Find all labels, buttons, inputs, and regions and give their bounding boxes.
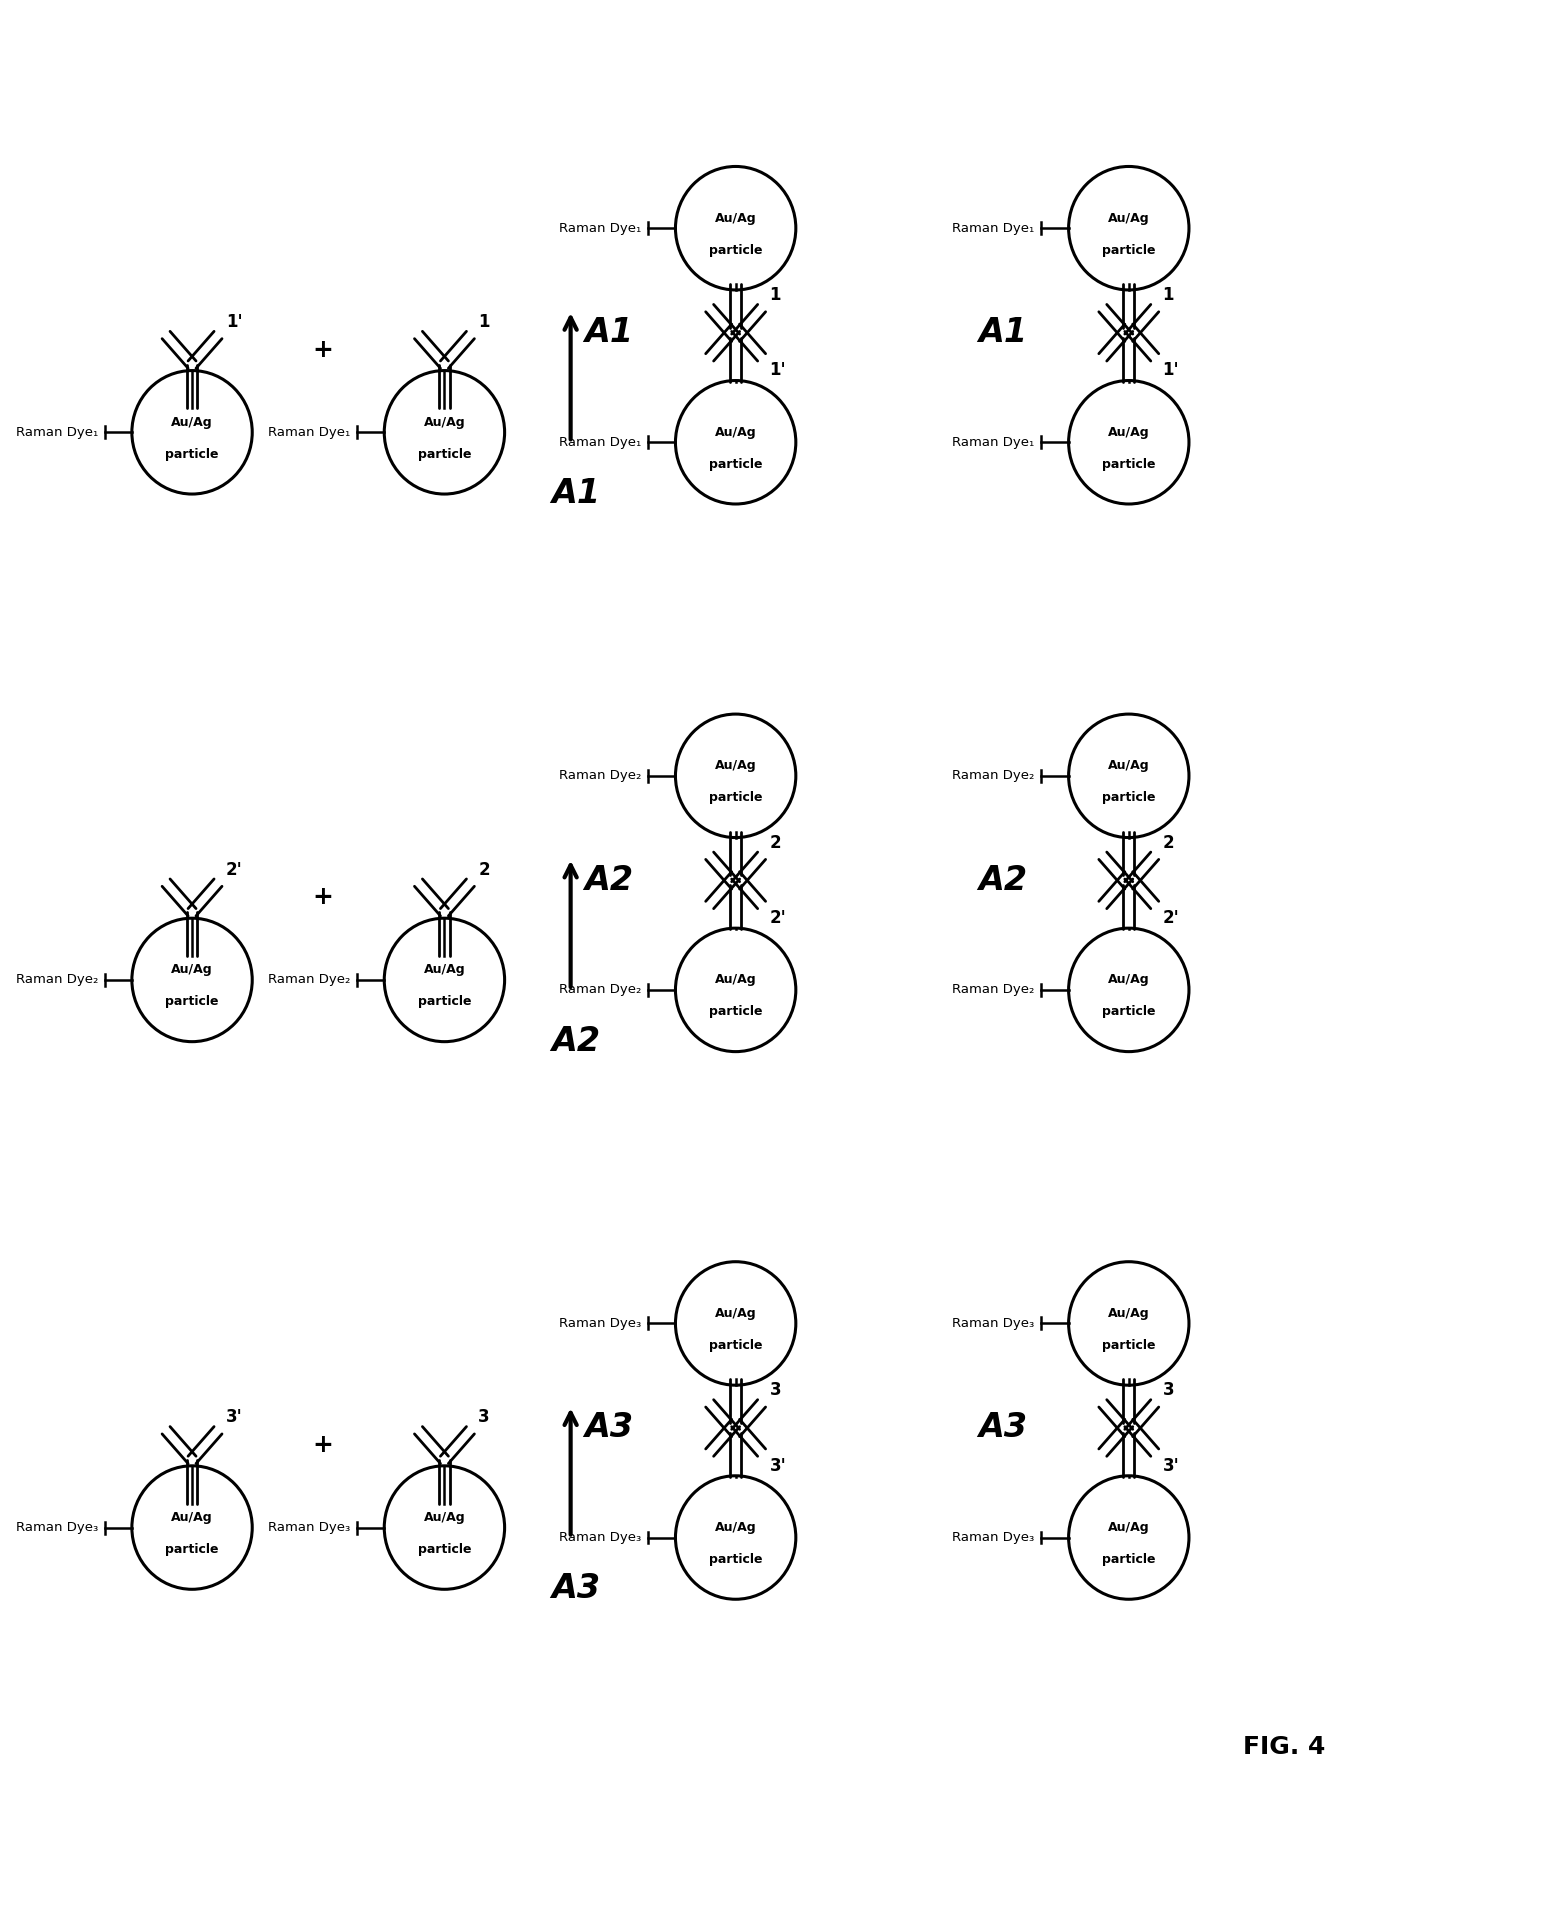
Text: particle: particle (709, 243, 762, 257)
Text: Au/Ag: Au/Ag (1107, 973, 1150, 986)
Text: Au/Ag: Au/Ag (1107, 1307, 1150, 1320)
Text: 2: 2 (770, 834, 781, 851)
Text: particle: particle (166, 1542, 219, 1556)
Text: 1: 1 (770, 286, 781, 305)
Text: particle: particle (709, 791, 762, 805)
Text: Au/Ag: Au/Ag (423, 415, 465, 428)
Text: 3: 3 (770, 1382, 781, 1399)
Text: particle: particle (166, 448, 219, 461)
Text: Raman Dye₃: Raman Dye₃ (269, 1521, 350, 1534)
Text: A1: A1 (551, 477, 600, 510)
Text: A3: A3 (551, 1573, 600, 1606)
Text: Raman Dye₁: Raman Dye₁ (559, 222, 642, 235)
Text: Raman Dye₁: Raman Dye₁ (559, 436, 642, 450)
Text: Au/Ag: Au/Ag (715, 758, 756, 772)
Text: +: + (312, 338, 334, 361)
Text: Raman Dye₃: Raman Dye₃ (953, 1316, 1034, 1330)
Text: Au/Ag: Au/Ag (423, 963, 465, 977)
Text: Au/Ag: Au/Ag (1107, 427, 1150, 438)
Text: 2: 2 (478, 861, 490, 878)
Text: particle: particle (1103, 791, 1156, 805)
Text: Raman Dye₃: Raman Dye₃ (16, 1521, 98, 1534)
Text: Au/Ag: Au/Ag (715, 973, 756, 986)
Text: Raman Dye₁: Raman Dye₁ (269, 427, 350, 438)
Text: particle: particle (709, 457, 762, 471)
Text: FIG. 4: FIG. 4 (1243, 1735, 1325, 1758)
Text: Raman Dye₂: Raman Dye₂ (559, 984, 642, 996)
Text: A2: A2 (584, 865, 634, 897)
Text: particle: particle (417, 996, 472, 1007)
Text: Raman Dye₂: Raman Dye₂ (559, 770, 642, 782)
Text: A2: A2 (978, 865, 1026, 897)
Text: particle: particle (1103, 457, 1156, 471)
Text: particle: particle (166, 996, 219, 1007)
Text: +: + (312, 886, 334, 909)
Text: 3: 3 (1162, 1382, 1175, 1399)
Text: 3': 3' (226, 1409, 242, 1426)
Text: A2: A2 (551, 1025, 600, 1058)
Text: particle: particle (1103, 1339, 1156, 1351)
Text: Au/Ag: Au/Ag (172, 415, 212, 428)
Text: particle: particle (1103, 1006, 1156, 1019)
Text: 2': 2' (1162, 909, 1179, 926)
Text: Raman Dye₁: Raman Dye₁ (953, 222, 1034, 235)
Text: particle: particle (417, 1542, 472, 1556)
Text: Au/Ag: Au/Ag (715, 427, 756, 438)
Text: 2: 2 (1162, 834, 1175, 851)
Text: Raman Dye₂: Raman Dye₂ (16, 973, 98, 986)
Text: 3': 3' (770, 1457, 786, 1475)
Text: A1: A1 (584, 317, 634, 349)
Text: particle: particle (1103, 1554, 1156, 1565)
Text: A1: A1 (978, 317, 1026, 349)
Text: particle: particle (709, 1554, 762, 1565)
Text: Au/Ag: Au/Ag (172, 963, 212, 977)
Text: 2': 2' (770, 909, 786, 926)
Text: 1: 1 (1162, 286, 1175, 305)
Text: particle: particle (417, 448, 472, 461)
Text: Au/Ag: Au/Ag (172, 1511, 212, 1525)
Text: A3: A3 (584, 1411, 634, 1444)
Text: +: + (312, 1432, 334, 1457)
Text: Raman Dye₃: Raman Dye₃ (953, 1530, 1034, 1544)
Text: Au/Ag: Au/Ag (715, 1307, 756, 1320)
Text: Au/Ag: Au/Ag (1107, 1521, 1150, 1534)
Text: 3: 3 (478, 1409, 490, 1426)
Text: Au/Ag: Au/Ag (423, 1511, 465, 1525)
Text: Au/Ag: Au/Ag (715, 1521, 756, 1534)
Text: 3': 3' (1162, 1457, 1179, 1475)
Text: Raman Dye₂: Raman Dye₂ (953, 984, 1034, 996)
Text: 1': 1' (770, 361, 786, 380)
Text: Au/Ag: Au/Ag (1107, 212, 1150, 224)
Text: Raman Dye₁: Raman Dye₁ (16, 427, 98, 438)
Text: Au/Ag: Au/Ag (1107, 758, 1150, 772)
Text: 1': 1' (226, 313, 242, 332)
Text: 2': 2' (226, 861, 242, 878)
Text: Raman Dye₁: Raman Dye₁ (953, 436, 1034, 450)
Text: Au/Ag: Au/Ag (715, 212, 756, 224)
Text: Raman Dye₃: Raman Dye₃ (559, 1530, 642, 1544)
Text: particle: particle (1103, 243, 1156, 257)
Text: particle: particle (709, 1339, 762, 1351)
Text: Raman Dye₂: Raman Dye₂ (953, 770, 1034, 782)
Text: A3: A3 (978, 1411, 1026, 1444)
Text: Raman Dye₃: Raman Dye₃ (559, 1316, 642, 1330)
Text: particle: particle (709, 1006, 762, 1019)
Text: 1': 1' (1162, 361, 1179, 380)
Text: 1: 1 (478, 313, 489, 332)
Text: Raman Dye₂: Raman Dye₂ (269, 973, 350, 986)
